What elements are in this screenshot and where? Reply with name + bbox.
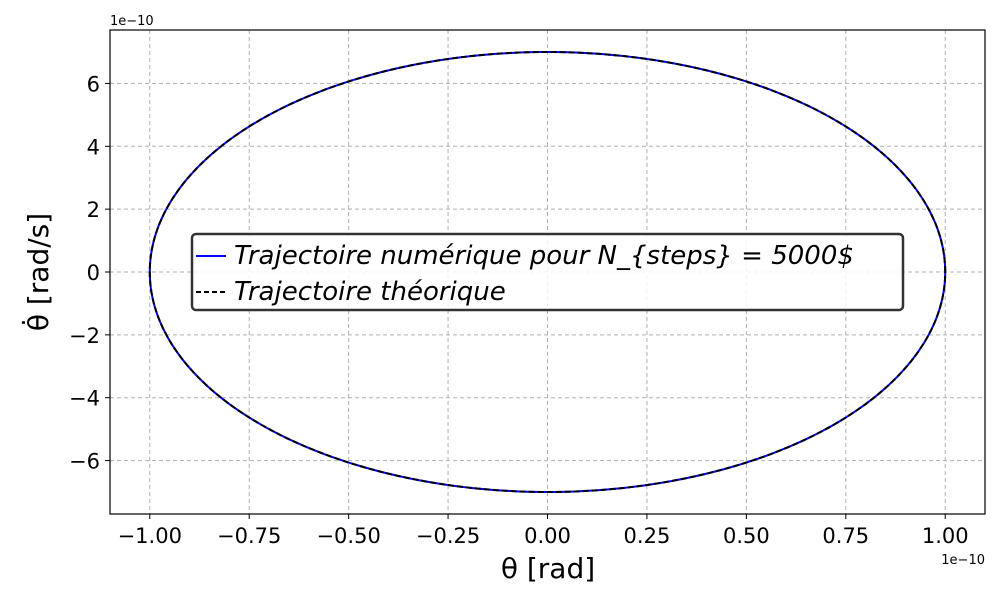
x-tick-label: 0.50 [723,524,770,548]
x-tick-label: 1.00 [922,524,969,548]
y-axis-ticks: −6 −4 −2 0 2 4 6 [69,72,110,474]
legend-box [190,232,905,312]
x-tick-label: 0.00 [524,524,571,548]
x-tick-label: −0.75 [217,524,281,548]
x-axis-label: θ [rad] [501,552,595,585]
x-tick-label: 0.75 [822,524,869,548]
series-layer [148,50,947,494]
y-exponent-label: 1e−10 [110,14,154,29]
x-tick-label: −0.25 [416,524,480,548]
x-tick-label: −1.00 [118,524,182,548]
y-axis-label: θ̇ [rad/s] [21,213,55,331]
x-exponent-label: 1e−10 [941,553,985,568]
legend-label-numeric: Trajectoire numérique pour N_{steps} = 5… [234,241,854,271]
y-tick-label: −6 [69,450,100,474]
x-tick-label: 0.25 [624,524,671,548]
y-tick-label: 4 [87,135,100,159]
series-theoretical-trajectory [148,50,947,494]
legend: Trajectoire numérique pour N_{steps} = 5… [190,232,905,312]
y-tick-label: −4 [69,387,100,411]
x-tick-label: −0.50 [316,524,380,548]
y-tick-label: 6 [87,72,100,96]
y-tick-label: 0 [87,261,100,285]
y-tick-label: −2 [69,324,100,348]
x-axis-ticks: −1.00 −0.75 −0.50 −0.25 0.00 0.25 0.50 0.75 1.00 [118,514,969,548]
legend-label-theoretical: Trajectoire théorique [234,277,506,307]
y-tick-label: 2 [87,198,100,222]
